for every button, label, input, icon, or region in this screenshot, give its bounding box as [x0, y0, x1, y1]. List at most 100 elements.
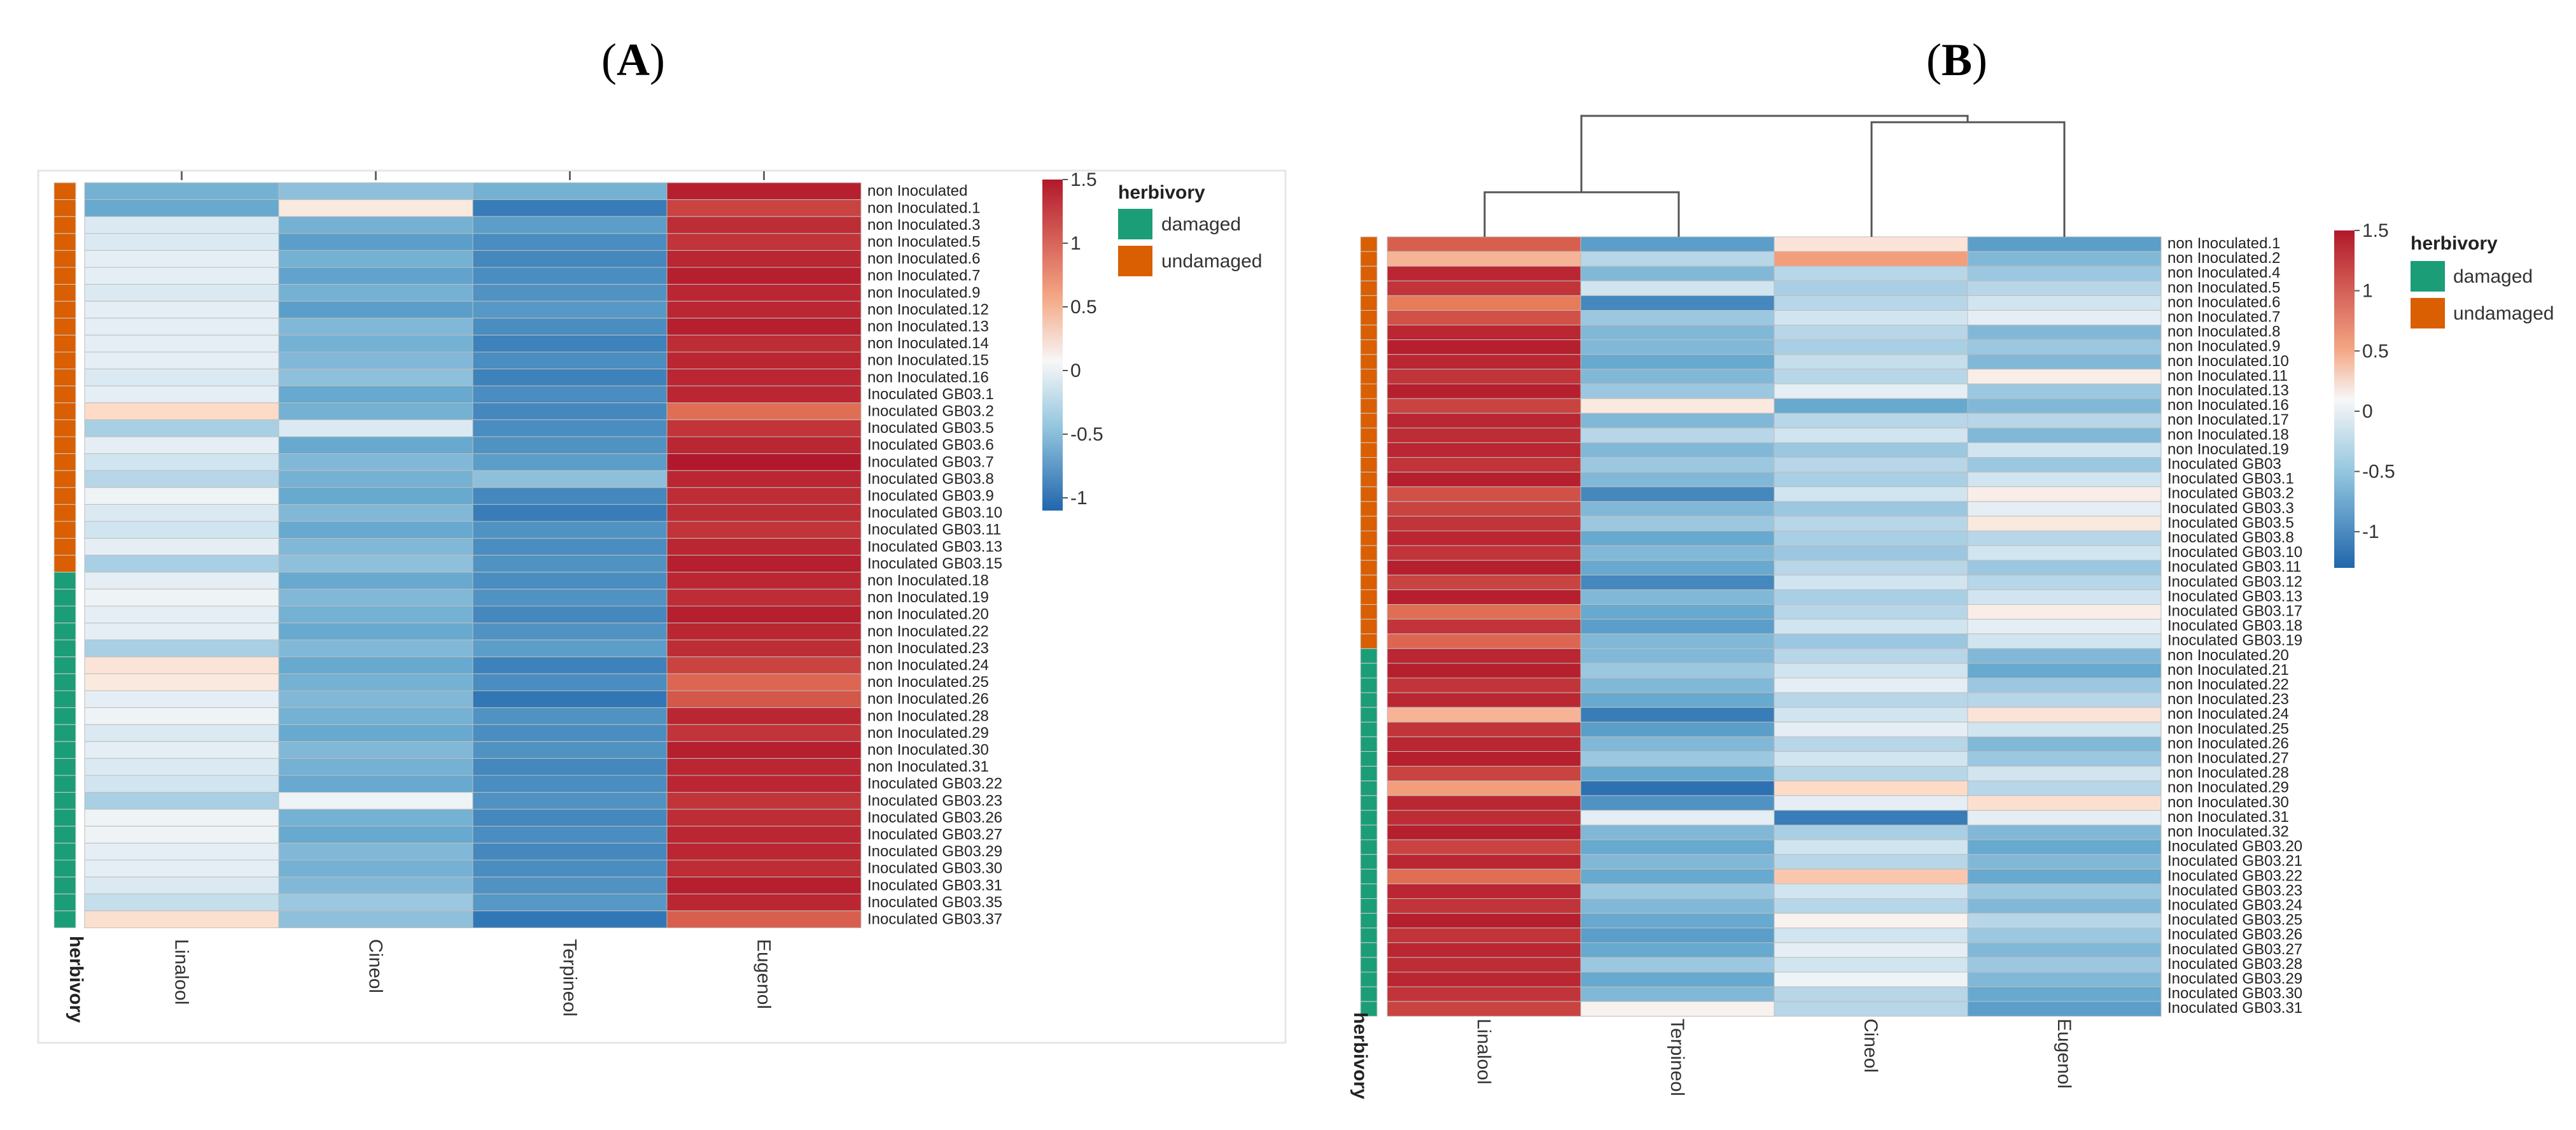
heatmap-b-cell [1580, 457, 1775, 473]
annotation-a-damaged [53, 775, 76, 793]
heatmap-b-cell [1774, 619, 1968, 635]
row-label-b: non Inoculated.28 [2167, 765, 2289, 782]
row-label-a: non Inoculated.20 [867, 606, 989, 623]
heatmap-b-cell [1387, 986, 1581, 1002]
heatmap-a-cell [278, 300, 473, 319]
colorbar-a-ticks: 1.5 1 0.5 0 -0.5 -1 [1063, 169, 1103, 509]
row-label-a: non Inoculated.15 [867, 352, 989, 369]
annotation-b-undamaged [1360, 413, 1378, 428]
colorbar-a [1042, 180, 1063, 511]
heatmap-b-cell [1387, 427, 1581, 443]
annotation-b-damaged [1360, 721, 1378, 737]
heatmap-b-cell [1967, 633, 2162, 649]
heatmap-a-cell [472, 656, 668, 674]
heatmap-a-cell [278, 199, 473, 217]
column-label-b-cineol: Cineol [1860, 1019, 1881, 1073]
heatmap-b-cell [1774, 295, 1968, 311]
heatmap-b-cell [1967, 339, 2162, 355]
heatmap-a-cell [84, 588, 279, 607]
heatmap-a-cell [84, 859, 279, 878]
annotation-a-undamaged [53, 267, 76, 285]
heatmap-b-cell [1967, 824, 2162, 840]
annotation-a-undamaged [53, 216, 76, 234]
heatmap-b-cell [1387, 530, 1581, 546]
annotation-a-damaged [53, 707, 76, 725]
annotation-b-damaged [1360, 854, 1378, 870]
heatmap-b-cell [1967, 751, 2162, 767]
heatmap-a-cell [84, 724, 279, 742]
row-label-b: Inoculated GB03.3 [2167, 500, 2294, 517]
legend-a-swatch-undamaged [1118, 246, 1152, 276]
heatmap-b-cell [1967, 604, 2162, 620]
heatmap-b-cell [1774, 310, 1968, 326]
heatmap-a-cell [84, 792, 279, 810]
heatmap-a-cell [666, 470, 862, 488]
heatmap-b-cell [1774, 971, 1968, 987]
annotation-b-damaged [1360, 928, 1378, 943]
row-label-b: non Inoculated.31 [2167, 809, 2289, 826]
annotation-b-damaged [1360, 839, 1378, 855]
heatmap-b-cell [1774, 251, 1968, 267]
row-label-a: non Inoculated.26 [867, 691, 989, 708]
heatmap-b-cell [1387, 501, 1581, 517]
annotation-a-damaged [53, 758, 76, 776]
legend-b-swatch-damaged [2411, 261, 2445, 292]
heatmap-b-cell [1774, 236, 1968, 252]
heatmap-a-cell [666, 639, 862, 658]
heatmap-a-cell [84, 741, 279, 759]
heatmap-b-cell [1774, 707, 1968, 723]
row-label-b: Inoculated GB03.22 [2167, 867, 2302, 884]
row-label-a: non Inoculated.12 [867, 301, 989, 318]
row-label-b: non Inoculated.27 [2167, 750, 2289, 767]
heatmap-a-cell [278, 318, 473, 335]
annotation-a-undamaged [53, 199, 76, 217]
heatmap-b-cell [1580, 883, 1775, 900]
heatmap-b-cell [1387, 692, 1581, 708]
legend-b-title: herbivory [2411, 233, 2498, 254]
heatmap-b-cell [1967, 913, 2162, 929]
heatmap-a-cell [84, 504, 279, 522]
heatmap-b-cell [1774, 633, 1968, 649]
heatmap-b-cell [1387, 398, 1581, 414]
heatmap-b-cell [1580, 971, 1775, 987]
heatmap-a-cell [666, 521, 862, 539]
heatmap-b-cell [1387, 810, 1581, 826]
row-label-b: Inoculated GB03.1 [2167, 470, 2294, 488]
heatmap-a-cell [84, 656, 279, 674]
row-label-a: Inoculated GB03.31 [867, 877, 1002, 894]
row-label-b: non Inoculated.21 [2167, 661, 2289, 679]
annotation-b-undamaged [1360, 354, 1378, 370]
heatmap-a-cell [278, 690, 473, 709]
heatmap-a-cell [666, 809, 862, 827]
heatmap-a-cell [666, 741, 862, 759]
heatmap-a-cell [278, 910, 473, 928]
heatmap-a-cell [666, 893, 862, 912]
heatmap-b-cell [1774, 280, 1968, 296]
row-label-a: Inoculated GB03.5 [867, 420, 994, 437]
heatmap-a-cell [84, 351, 279, 370]
heatmap-a-cell [84, 893, 279, 912]
heatmap-a-cell [278, 758, 473, 776]
colorbar-b-tick-label: 0.5 [2362, 341, 2389, 362]
heatmap-a-cell [666, 216, 862, 234]
heatmap-a-cell [278, 842, 473, 861]
annotation-a-damaged [53, 842, 76, 861]
annotation-b-damaged [1360, 824, 1378, 840]
heatmap-b-cell [1774, 677, 1968, 693]
heatmap-a-cell [666, 351, 862, 370]
heatmap-a-cell [472, 775, 668, 793]
heatmap-a-cell [84, 284, 279, 302]
heatmap-b-cell [1387, 677, 1581, 693]
heatmap-a-cell [666, 842, 862, 861]
heatmap-a-cell [666, 300, 862, 319]
heatmap-a-cell [278, 673, 473, 691]
heatmap-b-cell [1774, 824, 1968, 840]
heatmap-a-cell [84, 199, 279, 217]
heatmap-a-cell [278, 233, 473, 251]
row-label-a: Inoculated GB03.15 [867, 555, 1002, 572]
annotation-b-damaged [1360, 663, 1378, 679]
heatmap-a-cell [84, 182, 279, 201]
row-label-a: Inoculated GB03.6 [867, 437, 994, 454]
heatmap-b-cell [1967, 486, 2162, 502]
row-label-b: non Inoculated.32 [2167, 823, 2289, 840]
